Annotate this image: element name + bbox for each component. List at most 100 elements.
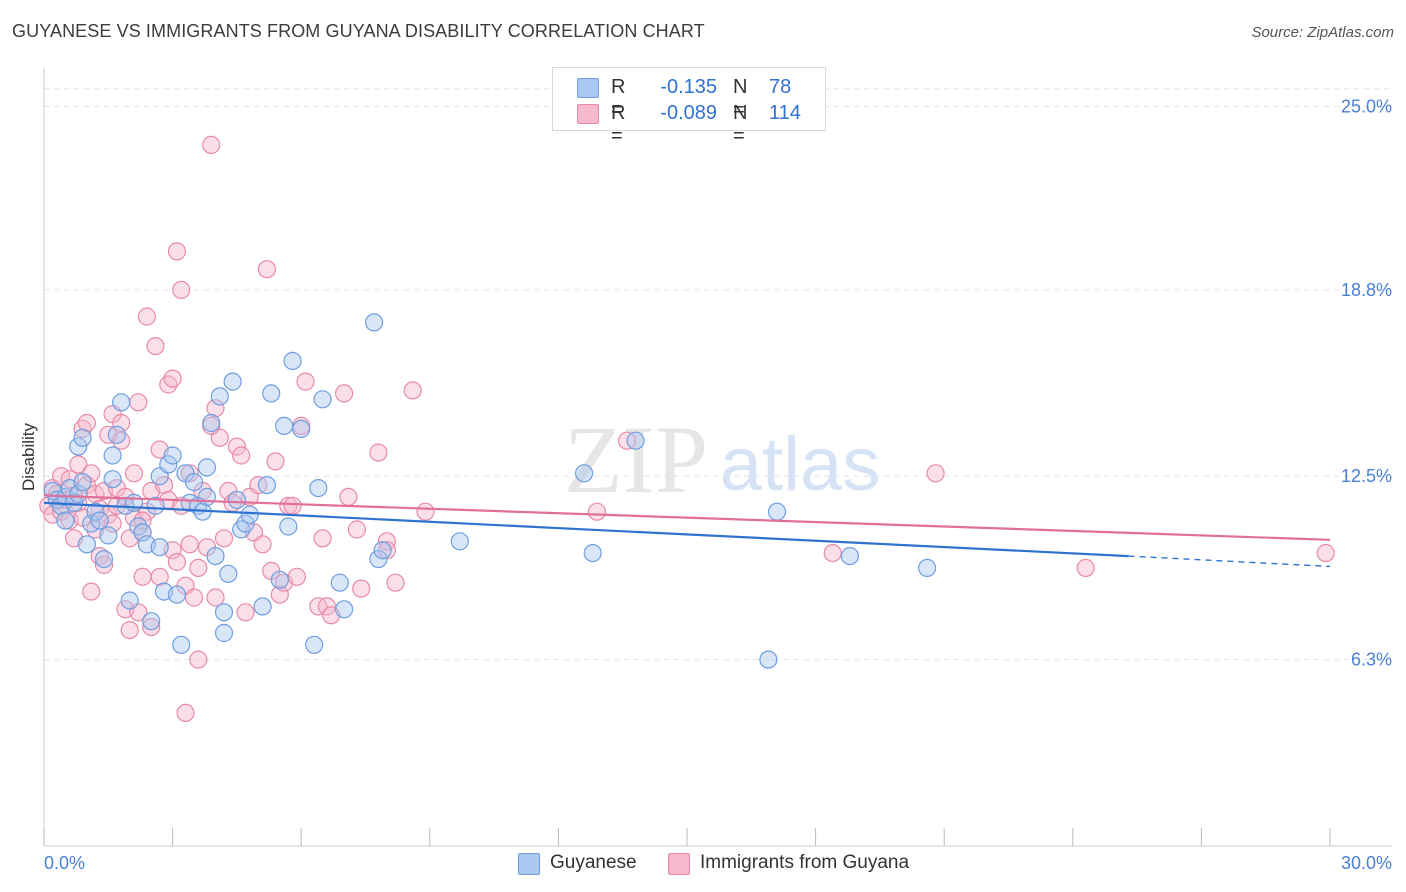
immigrants-point <box>189 650 208 669</box>
chart-title: GUYANESE VS IMMIGRANTS FROM GUYANA DISAB… <box>12 21 705 41</box>
y-tick-label: 6.3% <box>1351 650 1392 670</box>
watermark: ZIP atlas <box>564 406 880 513</box>
x-tick-label: 30.0% <box>1341 853 1392 873</box>
immigrants-point <box>236 603 255 622</box>
immigrants-point <box>184 588 204 607</box>
guyanese-point <box>99 526 118 545</box>
immigrants-point <box>154 476 174 495</box>
guyanese-point <box>574 464 594 483</box>
guyanese-point <box>69 484 88 504</box>
guyanese-point <box>202 413 221 433</box>
guyanese-point <box>146 496 165 515</box>
source-credit: Source: ZipAtlas.com <box>1251 24 1394 41</box>
immigrants-point <box>1316 543 1335 563</box>
immigrants-point <box>823 543 842 563</box>
immigrants-point <box>133 567 152 586</box>
guyanese-point <box>583 543 602 563</box>
trend-lines <box>43 494 1331 568</box>
immigrants-point <box>180 464 199 483</box>
guyanese-point <box>279 517 298 536</box>
r-label: R = <box>611 76 626 121</box>
immigrants-point <box>253 535 272 554</box>
guyanese-point <box>373 541 392 560</box>
immigrants-point <box>283 496 302 515</box>
guyanese-legend-swatch <box>518 853 540 875</box>
guyanese-point <box>103 470 122 489</box>
guyanese-point <box>73 428 92 447</box>
immigrants-point <box>142 617 161 637</box>
guyanese-point <box>309 479 328 498</box>
immigrants-point <box>202 135 221 154</box>
immigrants-point <box>206 399 225 418</box>
immigrants-point <box>369 443 388 462</box>
immigrants-point <box>124 464 144 483</box>
guyanese-point <box>450 532 469 551</box>
y-tick-label: 12.5% <box>1341 466 1392 486</box>
immigrants-point <box>180 535 199 554</box>
immigrants-point <box>176 703 195 723</box>
immigrants-point <box>77 413 97 433</box>
immigrants-point <box>189 558 208 578</box>
immigrants-point <box>386 573 405 592</box>
axes <box>43 68 1392 847</box>
gridlines <box>44 88 1392 661</box>
guyanese-point <box>77 535 97 554</box>
guyanese-point <box>150 538 169 557</box>
guyanese-point <box>253 597 272 616</box>
guyanese-point <box>103 446 122 465</box>
immigrants-point <box>416 502 435 521</box>
immigrants-point <box>317 597 336 616</box>
legend-label: Guyanese <box>550 852 637 873</box>
guyanese-point <box>86 502 105 521</box>
legend-label: Immigrants from Guyana <box>700 852 910 873</box>
guyanese-point <box>214 603 234 622</box>
stats-box: R = -0.135 N = 78 R = -0.089 N = 114 <box>552 67 826 147</box>
guyanese-point <box>56 511 75 530</box>
guyanese-point <box>163 446 182 465</box>
immigrants-point <box>287 567 306 586</box>
immigrants-point <box>257 260 276 279</box>
immigrants-point <box>232 446 251 465</box>
guyanese-point <box>257 476 276 495</box>
immigrants-point <box>167 552 186 572</box>
immigrants-point <box>137 307 156 326</box>
immigrants-point <box>335 384 354 403</box>
guyanese-point <box>313 390 332 409</box>
immigrants-legend-swatch <box>668 853 690 875</box>
n-value: 78 <box>769 76 792 98</box>
immigrants-point <box>270 585 289 604</box>
immigrants-point <box>587 502 607 521</box>
n-label: N = <box>733 76 748 121</box>
guyanese-swatch <box>577 78 599 98</box>
guyanese-point <box>335 600 354 619</box>
x-tick-labels: 0.0% 30.0% <box>44 853 1392 873</box>
guyanese-point <box>917 558 937 578</box>
guyanese-point <box>159 455 178 474</box>
guyanese-point <box>219 564 238 583</box>
guyanese-point <box>262 384 281 403</box>
immigrants-point <box>266 452 285 471</box>
n-value: 114 <box>769 102 801 124</box>
immigrants-point <box>313 529 332 548</box>
guyanese-point <box>107 425 127 444</box>
immigrants-point <box>206 588 225 607</box>
guyanese-point <box>124 493 144 512</box>
immigrants-point <box>120 620 139 640</box>
immigrants-point <box>129 393 148 412</box>
immigrants-point <box>150 567 169 586</box>
immigrants-point <box>347 520 366 539</box>
watermark-zip: ZIP <box>564 406 708 513</box>
guyanese-point <box>292 419 311 438</box>
guyanese-point <box>223 372 242 391</box>
guyanese-point <box>840 546 860 566</box>
r-label: R = <box>611 102 626 147</box>
immigrants-point <box>339 487 358 506</box>
guyanese-point <box>142 612 161 631</box>
guyanese-point <box>167 585 186 604</box>
guyanese-point <box>236 514 255 533</box>
guyanese-point <box>69 437 88 456</box>
series-guyanese <box>43 313 937 669</box>
immigrants-point <box>1076 558 1095 578</box>
x-tick-label: 0.0% <box>44 853 85 873</box>
